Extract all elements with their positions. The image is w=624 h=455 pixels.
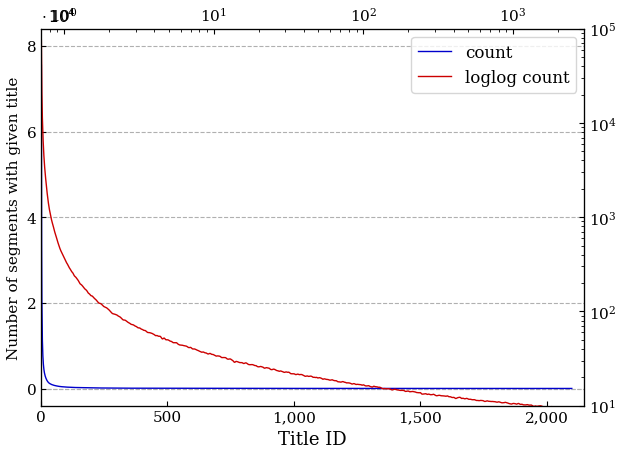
count <box>515 386 523 391</box>
Text: $\cdot\,10^4$: $\cdot\,10^4$ <box>41 7 76 26</box>
count <box>37 63 45 69</box>
loglog count <box>515 401 523 407</box>
count <box>563 386 571 391</box>
loglog count <box>524 402 531 407</box>
Line: count: count <box>41 66 572 389</box>
loglog count <box>463 396 470 401</box>
loglog count <box>342 380 349 385</box>
count <box>463 386 470 391</box>
X-axis label: Title ID: Title ID <box>278 430 347 448</box>
loglog count <box>563 407 571 412</box>
Legend: count, loglog count: count, loglog count <box>411 38 576 93</box>
loglog count <box>130 323 138 329</box>
loglog count <box>568 406 575 411</box>
count <box>130 386 138 391</box>
loglog count <box>37 38 45 44</box>
count <box>342 386 349 391</box>
Line: loglog count: loglog count <box>41 41 572 410</box>
count <box>131 386 139 391</box>
Y-axis label: Number of segments with given title: Number of segments with given title <box>7 76 21 359</box>
count <box>524 386 531 391</box>
count <box>568 386 575 391</box>
loglog count <box>131 324 139 329</box>
